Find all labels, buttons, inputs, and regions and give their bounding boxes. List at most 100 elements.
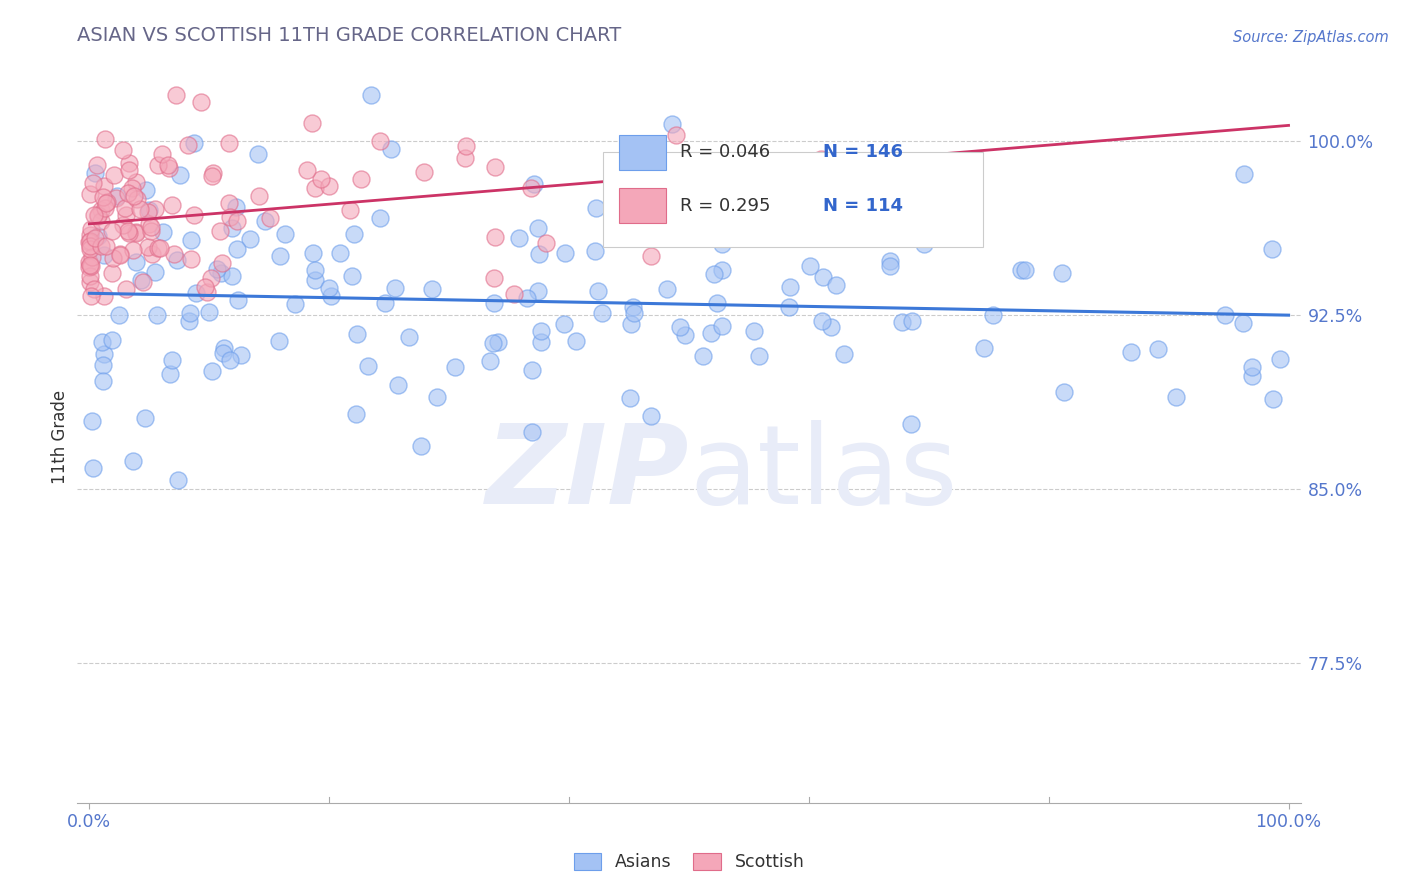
Point: [180, 234, 202, 248]
Point: [163, 247, 186, 261]
Point: [583, 244, 606, 258]
Legend: Asians, Scottish: Asians, Scottish: [567, 846, 811, 879]
Point: [218, 210, 240, 224]
Point: [90, 334, 112, 349]
Point: [82, 250, 104, 264]
Point: [831, 227, 853, 242]
Point: [503, 287, 526, 301]
Point: [101, 251, 124, 265]
Point: [900, 313, 922, 327]
Point: [384, 281, 406, 295]
FancyBboxPatch shape: [603, 152, 983, 247]
Point: [586, 285, 609, 299]
Point: [201, 169, 224, 184]
Point: [160, 198, 183, 212]
Point: [134, 411, 156, 425]
Point: [1147, 342, 1170, 356]
Point: [356, 359, 378, 373]
Point: [254, 214, 277, 228]
Point: [136, 205, 159, 219]
Point: [135, 183, 157, 197]
Point: [108, 248, 131, 262]
Point: [482, 296, 505, 310]
Point: [115, 282, 138, 296]
Point: [138, 240, 160, 254]
Point: [124, 225, 146, 239]
Point: [516, 292, 538, 306]
Text: N = 146: N = 146: [824, 143, 904, 161]
Point: [221, 220, 243, 235]
Point: [832, 347, 855, 361]
Point: [82, 176, 104, 190]
Point: [180, 252, 202, 267]
Point: [398, 330, 420, 344]
Point: [143, 265, 166, 279]
Point: [344, 408, 367, 422]
Point: [157, 158, 180, 172]
Point: [508, 231, 530, 245]
Point: [711, 263, 734, 277]
Point: [212, 341, 235, 355]
Point: [246, 147, 269, 161]
Point: [205, 261, 228, 276]
Point: [209, 224, 232, 238]
Point: [105, 191, 128, 205]
Point: [484, 160, 506, 174]
Point: [553, 317, 575, 331]
Point: [810, 152, 832, 166]
Point: [183, 208, 205, 222]
Point: [1241, 359, 1264, 374]
Point: [409, 439, 432, 453]
Point: [621, 300, 644, 314]
Point: [146, 309, 169, 323]
Point: [301, 116, 323, 130]
Point: [79, 260, 101, 274]
Point: [420, 282, 443, 296]
Point: [183, 136, 205, 150]
Point: [138, 203, 160, 218]
Point: [1010, 263, 1032, 277]
Point: [259, 211, 281, 226]
Point: [380, 142, 402, 156]
Point: [87, 210, 110, 224]
Point: [125, 175, 148, 189]
Point: [105, 189, 128, 203]
Point: [900, 417, 922, 431]
Point: [527, 247, 550, 261]
Point: [748, 349, 770, 363]
Point: [211, 346, 233, 360]
Point: [84, 166, 107, 180]
Bar: [619, 135, 665, 170]
Point: [96, 238, 118, 252]
Point: [1233, 167, 1256, 181]
Point: [86, 158, 108, 172]
Point: [343, 227, 366, 241]
Point: [79, 258, 101, 272]
Point: [141, 224, 163, 238]
Point: [778, 301, 800, 315]
Point: [284, 296, 307, 310]
Point: [179, 314, 201, 328]
Point: [340, 268, 363, 283]
Point: [346, 327, 368, 342]
Point: [100, 266, 122, 280]
Point: [103, 168, 125, 182]
Point: [166, 252, 188, 267]
Point: [93, 289, 115, 303]
Point: [297, 162, 319, 177]
Point: [201, 364, 224, 378]
Point: [824, 278, 846, 293]
Point: [304, 263, 326, 277]
Point: [218, 195, 240, 210]
Point: [143, 202, 166, 217]
Point: [527, 221, 550, 235]
Point: [640, 160, 662, 174]
Point: [339, 202, 361, 217]
Point: [91, 375, 114, 389]
Point: [80, 222, 103, 236]
Point: [779, 280, 801, 294]
Point: [655, 281, 678, 295]
Point: [112, 143, 135, 157]
Point: [159, 367, 181, 381]
Point: [856, 200, 879, 214]
